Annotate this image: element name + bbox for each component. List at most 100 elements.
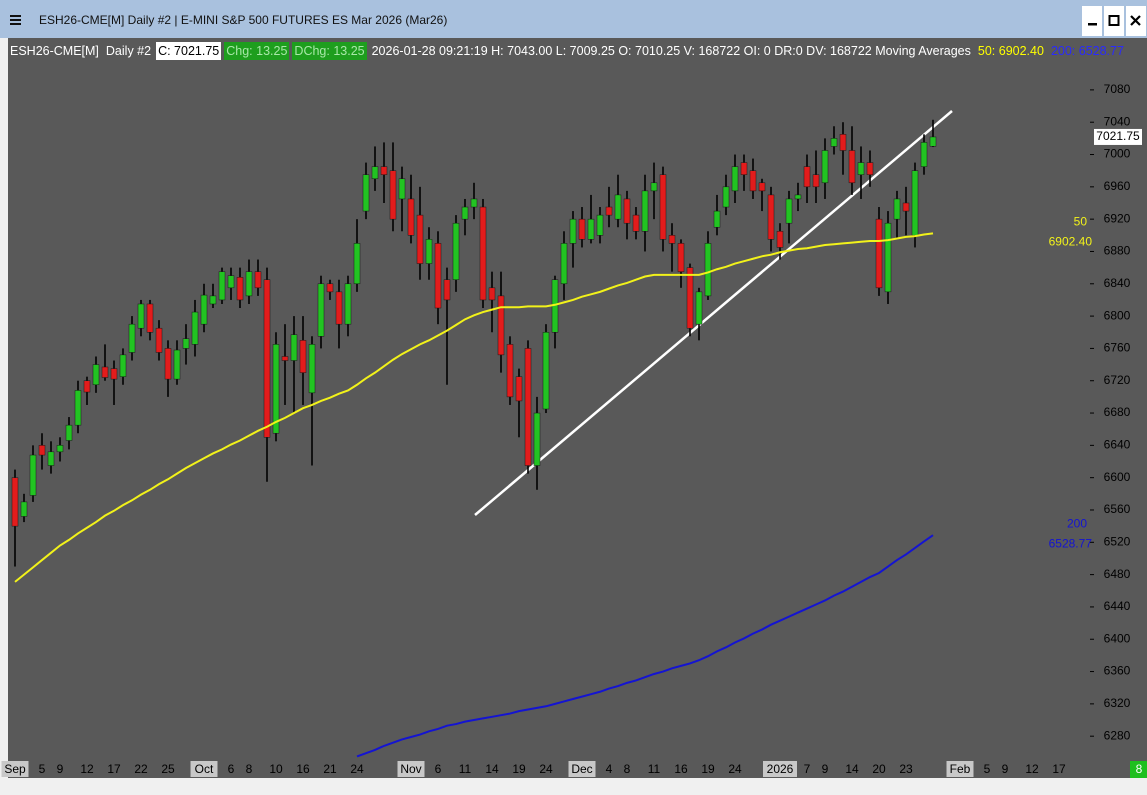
- y-tick-label: 6880: [1104, 244, 1131, 258]
- candle-body: [497, 295, 505, 356]
- x-tick-label: 6: [435, 762, 442, 776]
- plot: [11, 119, 937, 758]
- x-tick-label: Nov: [400, 762, 421, 776]
- y-tick-label: 6520: [1104, 534, 1131, 548]
- y-tick-label: 6960: [1104, 179, 1131, 193]
- ma-value-label: 6528.77: [1049, 536, 1093, 550]
- candle-body: [893, 198, 901, 220]
- y-tick-label: 6680: [1104, 405, 1131, 419]
- window-title: ESH26-CME[M] Daily #2 | E-MINI S&P 500 F…: [39, 13, 447, 27]
- candle-body: [560, 243, 568, 285]
- x-tick-label: 22: [134, 762, 148, 776]
- candle-body: [767, 194, 775, 240]
- candle-body: [281, 356, 289, 361]
- candle-body: [389, 170, 397, 220]
- candle-body: [290, 334, 298, 361]
- x-tick-label: 24: [728, 762, 742, 776]
- x-major-label-box: [397, 761, 425, 777]
- candle-body: [515, 376, 523, 402]
- y-tick-label: 6440: [1104, 599, 1131, 613]
- candle-body: [227, 275, 235, 289]
- candle-body: [857, 162, 865, 175]
- candle-body: [605, 206, 613, 216]
- x-tick-label: 12: [1025, 762, 1039, 776]
- x-major-label-box: [190, 761, 218, 777]
- candle-body: [911, 170, 919, 236]
- candle-body: [695, 291, 703, 325]
- y-tick-label: 6760: [1104, 341, 1131, 355]
- candle-body: [209, 295, 217, 305]
- candle-body: [47, 451, 55, 466]
- y-tick-label: 7000: [1104, 147, 1131, 161]
- trend-line: [474, 110, 953, 516]
- candle-body: [317, 283, 325, 337]
- candle-body: [479, 206, 487, 301]
- x-major-label-box: [1, 761, 29, 777]
- candle-body: [524, 348, 532, 466]
- candle-body: [398, 178, 406, 200]
- last-price-box: [1094, 128, 1142, 145]
- x-tick-label: 20: [872, 762, 886, 776]
- x-tick-label: 9: [57, 762, 64, 776]
- candle-body: [101, 366, 109, 378]
- ma-value-label: 6902.40: [1049, 235, 1093, 249]
- candle-body: [740, 162, 748, 175]
- x-tick-label: 7: [804, 762, 811, 776]
- maximize-button[interactable]: [1104, 6, 1124, 36]
- y-tick-label: 6360: [1104, 664, 1131, 678]
- legend-label: 200: [1067, 516, 1087, 530]
- candle-body: [263, 279, 271, 438]
- y-tick-label: 6720: [1104, 373, 1131, 387]
- x-tick-label: 16: [296, 762, 310, 776]
- x-tick-label: 11: [459, 762, 472, 776]
- y-tick-label: 6560: [1104, 502, 1131, 516]
- title-bar: [0, 0, 1147, 38]
- candle-body: [119, 354, 127, 377]
- candle-body: [488, 287, 496, 301]
- candle-body: [641, 190, 649, 232]
- candle-body: [137, 303, 145, 329]
- candle-body: [614, 194, 622, 220]
- candle-body: [65, 424, 73, 441]
- candle-body: [254, 271, 262, 289]
- candle-body: [74, 390, 82, 426]
- candle-body: [155, 327, 163, 353]
- candle-body: [218, 271, 226, 301]
- chart-background: [8, 38, 1147, 778]
- candle-body: [803, 166, 811, 188]
- legend-label: 50: [1074, 215, 1088, 229]
- candle-body: [650, 182, 658, 192]
- x-tick-label: 8: [624, 762, 631, 776]
- candle-body: [686, 267, 694, 329]
- candle-body: [794, 194, 802, 200]
- candle-body: [110, 368, 118, 380]
- y-tick-label: 6480: [1104, 567, 1131, 581]
- y-tick-label: 6400: [1104, 631, 1131, 645]
- info-bar: ESH26-CME[M] Daily #2 C: 7021.75 Chg: 13.25…: [8, 42, 1147, 60]
- menu-button[interactable]: [10, 15, 21, 25]
- x-tick-label: 8: [246, 762, 253, 776]
- candle-body: [722, 186, 730, 208]
- candle-body: [542, 332, 550, 410]
- x-tick-label: 19: [512, 762, 526, 776]
- corner-badge: 8: [1136, 762, 1143, 776]
- y-tick-label: 7040: [1104, 114, 1131, 128]
- close-price: C: 7021.75: [156, 42, 222, 60]
- candle-body: [506, 344, 514, 398]
- candle-body: [11, 477, 19, 527]
- close-button[interactable]: [1126, 6, 1146, 36]
- x-tick-label: 6: [228, 762, 235, 776]
- candle-body: [83, 380, 91, 393]
- minimize-button[interactable]: [1082, 6, 1102, 36]
- x-tick-label: 23: [899, 762, 913, 776]
- candle-body: [929, 136, 937, 147]
- candle-body: [749, 170, 757, 192]
- candle-body: [758, 182, 766, 192]
- x-tick-label: 16: [674, 762, 688, 776]
- candle-body: [452, 222, 460, 280]
- x-tick-label: 4: [606, 762, 613, 776]
- candle-body: [821, 150, 829, 184]
- candle-body: [533, 412, 541, 466]
- x-tick-label: Feb: [950, 762, 971, 776]
